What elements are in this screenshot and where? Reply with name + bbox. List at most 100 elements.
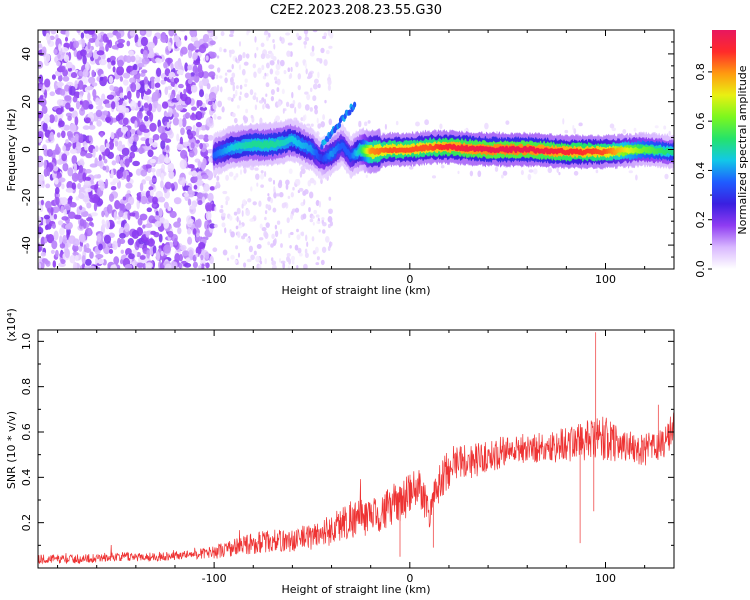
spectrogram-cell bbox=[213, 223, 218, 228]
spectrogram-cell bbox=[235, 85, 239, 90]
spectrogram-cell bbox=[324, 236, 330, 243]
spectrogram-cell bbox=[143, 76, 149, 85]
spectrogram-cell bbox=[160, 250, 164, 257]
spectrogram-cell bbox=[300, 117, 304, 122]
spectrogram-cell bbox=[306, 93, 311, 101]
spectrogram-cell bbox=[267, 241, 271, 246]
spectrogram-cell bbox=[64, 84, 70, 92]
spectrogram-cell bbox=[307, 71, 313, 79]
colorbar-tick-label: 0.0 bbox=[694, 260, 707, 278]
spectrogram-cell bbox=[121, 144, 126, 149]
spectrogram-cell bbox=[235, 173, 239, 178]
spectrogram-cell bbox=[88, 38, 96, 43]
spectrogram-cell bbox=[195, 252, 199, 258]
spectrogram-cell bbox=[38, 262, 42, 269]
spectrogram-cell bbox=[45, 183, 51, 189]
spectrogram-cell bbox=[173, 237, 178, 246]
spectrogram-cell bbox=[209, 223, 216, 229]
spectrogram-cell bbox=[65, 102, 71, 110]
spectrogram-cell bbox=[170, 63, 174, 70]
spectrogram-cell bbox=[91, 69, 95, 78]
spectrogram-cell bbox=[200, 254, 204, 261]
spectrogram-cell bbox=[250, 186, 253, 192]
spectrogram-axes: -100 0 100 -40 -20 0 20 40 bbox=[20, 29, 674, 286]
spectrogram-cell bbox=[312, 221, 315, 226]
spectrogram-cell bbox=[314, 108, 318, 115]
spectrogram-cell bbox=[106, 204, 113, 214]
spectrogram-cell bbox=[311, 236, 315, 242]
spectrogram-cell bbox=[57, 220, 64, 226]
spectrogram-cell bbox=[184, 62, 189, 72]
spectrogram-cell bbox=[126, 40, 131, 47]
spectrogram-cell bbox=[78, 164, 84, 174]
spectrogram-cell bbox=[84, 176, 92, 181]
spectrogram-cell bbox=[214, 206, 217, 212]
spectrogram-cell bbox=[98, 41, 104, 48]
spectrogram-cell bbox=[270, 95, 275, 102]
spectrogram-cell bbox=[264, 216, 267, 221]
spectrogram-cell bbox=[143, 115, 149, 122]
spectrogram-cell bbox=[247, 198, 252, 203]
spectrogram-cell bbox=[122, 196, 127, 201]
spectrogram-cell bbox=[90, 212, 98, 217]
spectrogram-cell bbox=[63, 54, 70, 62]
spectrogram-cell bbox=[187, 189, 195, 198]
spectrogram-cell bbox=[38, 243, 41, 252]
spectrogram-cell bbox=[296, 228, 299, 233]
spectrogram-cell bbox=[58, 43, 62, 52]
spectrogram-cell bbox=[184, 96, 192, 106]
spectrogram-cell bbox=[258, 200, 262, 207]
spectrogram-cell bbox=[315, 262, 320, 266]
spectrogram-cell bbox=[139, 244, 144, 249]
spectrogram-cell bbox=[98, 243, 103, 251]
spectrogram-cell bbox=[127, 90, 132, 100]
spectrogram-cell bbox=[65, 61, 73, 69]
spectrogram-cell bbox=[50, 249, 55, 255]
spectrogram-cell bbox=[484, 122, 489, 130]
spectrogram-cell bbox=[244, 78, 248, 83]
spectrogram-cell bbox=[167, 206, 172, 212]
spectrogram-cell bbox=[112, 240, 118, 250]
spectrogram-cell bbox=[62, 164, 68, 171]
spectrogram-cell bbox=[200, 162, 206, 171]
spectrogram-cell bbox=[164, 263, 172, 269]
spectrogram-cell bbox=[252, 95, 257, 101]
spectrogram-cell bbox=[272, 264, 277, 269]
spectrogram-cell bbox=[60, 205, 65, 214]
spectrogram-cell bbox=[105, 165, 110, 173]
spectrogram-cell bbox=[130, 82, 137, 93]
spectrogram-cell bbox=[135, 168, 142, 176]
spectrogram-cell bbox=[208, 64, 215, 70]
spectrogram-cell bbox=[134, 120, 138, 129]
spectrogram-cell bbox=[195, 235, 202, 242]
spectrogram-cell bbox=[85, 152, 93, 159]
spectrogram-cell bbox=[228, 49, 232, 54]
spectrogram-cell bbox=[103, 234, 112, 244]
spectrogram-cell bbox=[276, 59, 280, 65]
spectrogram-cell bbox=[279, 36, 282, 42]
colorbar-tick-label: 0.2 bbox=[694, 211, 707, 229]
spectrogram-cell bbox=[246, 258, 252, 263]
spectrogram-cell bbox=[186, 228, 192, 235]
spectrogram-cell bbox=[125, 202, 132, 211]
spectrogram-cell bbox=[260, 53, 266, 60]
spectrogram-cell bbox=[42, 217, 46, 227]
spectrogram-cell bbox=[281, 88, 285, 95]
spectrogram-cell bbox=[222, 249, 228, 256]
spectrogram-cell bbox=[65, 187, 74, 193]
spectrogram-cell bbox=[367, 120, 371, 124]
spectrogram-cell bbox=[119, 232, 126, 239]
spectrogram-cell bbox=[243, 116, 249, 124]
spectrogram-cell bbox=[95, 105, 104, 111]
spectrogram-cell bbox=[292, 186, 295, 191]
spectrogram-cell bbox=[46, 166, 51, 177]
spectrogram-cell bbox=[131, 69, 138, 75]
spectrogram-cell bbox=[156, 103, 162, 113]
spectrogram-cell bbox=[158, 153, 166, 164]
spectrogram-cell bbox=[408, 166, 414, 170]
spectrogram-cell bbox=[110, 185, 117, 191]
spectrogram-cell bbox=[113, 96, 120, 102]
spectrogram-cell bbox=[564, 129, 569, 134]
spectrogram-cell bbox=[39, 95, 44, 100]
spectrogram-cell bbox=[262, 104, 265, 110]
